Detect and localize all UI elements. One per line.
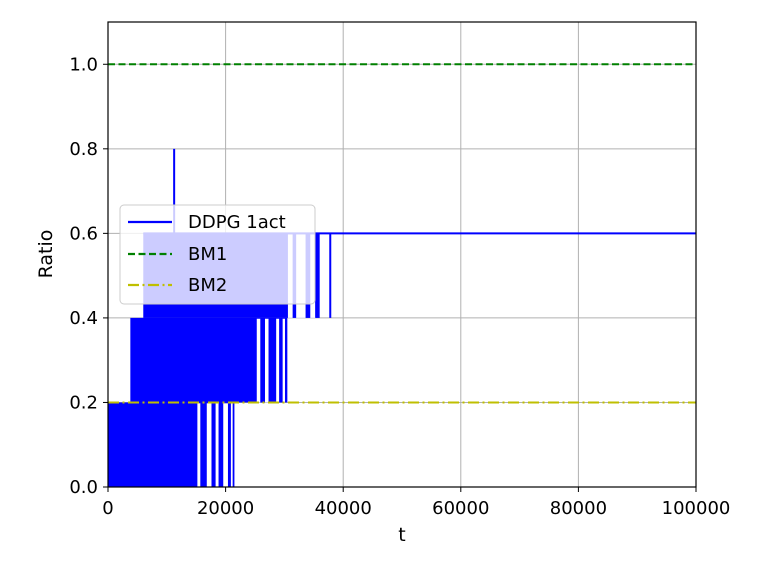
ddpg-band-gap [230,403,233,487]
y-tick-label: 0.2 [69,392,98,413]
x-tick-label: 40000 [315,498,372,519]
ddpg-oscillation-band [108,402,235,487]
y-tick-label: 0.6 [69,223,98,244]
plot-frame [107,21,697,488]
x-tick-label: 20000 [197,498,254,519]
y-tick-label: 0.0 [69,477,98,498]
legend-box [119,204,316,305]
ddpg-band-gap [206,403,212,487]
x-tick-label: 100000 [662,498,731,519]
legend-label-ddpg: DDPG 1act [188,212,286,233]
x-tick-label: 0 [102,498,113,519]
x-tick-label: 80000 [550,498,607,519]
y-axis-label: Ratio [35,230,57,279]
ddpg-band-gap [256,318,261,403]
x-tick-label: 60000 [432,498,489,519]
ddpg-band-gap [215,403,219,487]
ddpg-band-gap [276,318,280,403]
axis-ticks: 0 20000 40000 60000 80000 100000 0.0 0.2 0.4 0.6 0… [69,54,730,519]
ddpg-band-gap [264,318,269,403]
legend-label-bm1: BM1 [188,244,227,265]
ddpg-oscillation-band [130,317,288,403]
y-tick-label: 1.0 [69,54,98,75]
ddpg-band-gap [223,403,228,487]
legend: DDPG 1act BM1 BM2 [119,204,316,305]
x-axis-label: t [398,524,405,546]
y-tick-label: 0.4 [69,308,98,329]
y-tick-label: 0.8 [69,139,98,160]
legend-label-bm2: BM2 [188,275,227,296]
ddpg-band-gap [197,403,201,487]
ddpg-band-gap [282,318,285,403]
